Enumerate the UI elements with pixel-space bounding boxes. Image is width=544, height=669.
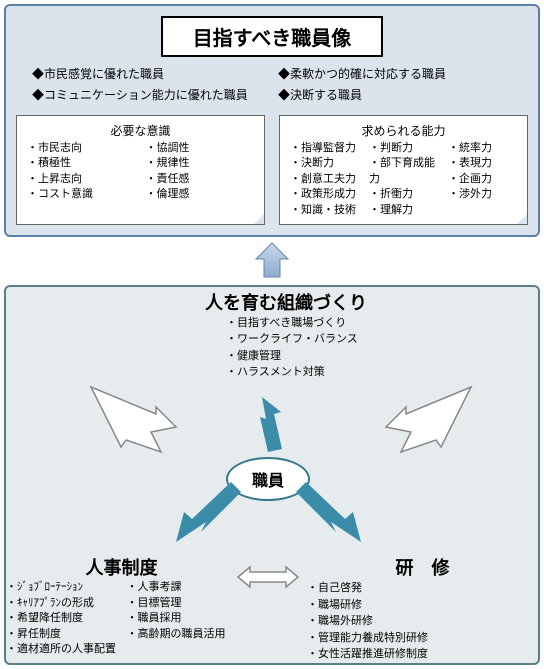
item: ・市民志向 (27, 141, 136, 156)
item: ・女性活躍推進研修制度 (307, 646, 538, 663)
item: ・自己啓発 (307, 580, 538, 597)
main-title: 目指すべき職員像 (193, 28, 352, 50)
ability-box: 求められる能力 ・指導監督力 ・決断力 ・創意工夫力 ・政策形成力 ・知識・技術… (279, 115, 528, 225)
hr-node: 人事制度 ・ｼﾞｮﾌﾞﾛｰﾃｰｼｮﾝ ・ｷｬﾘｱﾌﾟﾗﾝの形成 ・希望降任制度 … (6, 554, 237, 663)
node-title: 研 修 (307, 554, 538, 580)
item: ・ワークライフ・バランス (226, 331, 396, 348)
item: ・管理能力養成特別研修 (307, 630, 538, 647)
node-items: ・自己啓発 ・職場研修 ・職場外研修 ・管理能力養成特別研修 ・女性活躍推進研修… (307, 580, 538, 663)
item: ・指導監督力 (290, 141, 359, 156)
item: ・協調性 (146, 141, 255, 156)
item: ・昇任制度 (6, 627, 117, 642)
item: ・目標管理 (127, 596, 238, 611)
node-items: ・目指すべき職場づくり ・ワークライフ・バランス ・健康管理 ・ハラスメント対策 (176, 315, 396, 381)
item: ・表現力 (448, 156, 517, 171)
bottom-panel: 人を育む組織づくり ・目指すべき職場づくり ・ワークライフ・バランス ・健康管理… (4, 285, 540, 665)
node-title: 人を育む組織づくり (176, 289, 396, 315)
item: ・創意工夫力 (290, 172, 359, 187)
node-title: 人事制度 (6, 554, 237, 580)
item: ・健康管理 (226, 348, 396, 365)
staff-type: ◆決断する職員 (272, 84, 518, 105)
item: ・目指すべき職場づくり (226, 315, 396, 332)
staff-type: ◆コミュニケーション能力に優れた職員 (26, 84, 272, 105)
item: ・判断力 (369, 141, 438, 156)
item: ・知識・技術 (290, 203, 359, 218)
top-panel: 目指すべき職員像 ◆市民感覚に優れた職員 ◆柔軟かつ的確に対応する職員 ◆コミュ… (4, 4, 540, 237)
awareness-box: 必要な意識 ・市民志向 ・積極性 ・上昇志向 ・コスト意識 ・協調性 ・規律性 … (16, 115, 265, 225)
col: ・判断力 ・部下育成能力 ・折衝力 ・理解力 (369, 141, 438, 218)
item: ・規律性 (146, 156, 255, 171)
item: ・適材適所の人事配置 (6, 642, 117, 657)
training-node: 研 修 ・自己啓発 ・職場研修 ・職場外研修 ・管理能力養成特別研修 ・女性活躍… (257, 554, 538, 663)
item: ・職員採用 (127, 611, 238, 626)
sub-boxes-row: 必要な意識 ・市民志向 ・積極性 ・上昇志向 ・コスト意識 ・協調性 ・規律性 … (16, 115, 528, 225)
ellipse-label: 職員 (226, 457, 310, 501)
item: ・部下育成能力 (369, 156, 438, 187)
item: ・渉外力 (448, 187, 517, 202)
staff-ellipse: 職員 (226, 457, 310, 501)
col: ・人事考課 ・目標管理 ・職員採用 ・高齢期の職員活用 (127, 580, 238, 657)
box-title: 必要な意識 (27, 122, 254, 139)
up-arrow-icon (252, 241, 292, 281)
staff-types: ◆市民感覚に優れた職員 ◆柔軟かつ的確に対応する職員 ◆コミュニケーション能力に… (26, 63, 518, 105)
col: ・ｼﾞｮﾌﾞﾛｰﾃｰｼｮﾝ ・ｷｬﾘｱﾌﾟﾗﾝの形成 ・希望降任制度 ・昇任制度… (6, 580, 117, 657)
item: ・責任感 (146, 172, 255, 187)
col: ・指導監督力 ・決断力 ・創意工夫力 ・政策形成力 ・知識・技術 (290, 141, 359, 218)
col: ・協調性 ・規律性 ・責任感 ・倫理感 (146, 141, 255, 203)
item: ・職場外研修 (307, 613, 538, 630)
item: ・政策形成力 (290, 187, 359, 202)
item: ・ハラスメント対策 (226, 364, 396, 381)
staff-type: ◆市民感覚に優れた職員 (26, 63, 272, 84)
org-node: 人を育む組織づくり ・目指すべき職場づくり ・ワークライフ・バランス ・健康管理… (176, 289, 396, 381)
item: ・ｷｬﾘｱﾌﾟﾗﾝの形成 (6, 596, 117, 611)
title-box: 目指すべき職員像 (161, 16, 384, 57)
box-title: 求められる能力 (290, 122, 517, 139)
item: ・ｼﾞｮﾌﾞﾛｰﾃｰｼｮﾝ (6, 580, 117, 595)
item: ・統率力 (448, 141, 517, 156)
col: ・市民志向 ・積極性 ・上昇志向 ・コスト意識 (27, 141, 136, 203)
bottom-row: 人事制度 ・ｼﾞｮﾌﾞﾛｰﾃｰｼｮﾝ ・ｷｬﾘｱﾌﾟﾗﾝの形成 ・希望降任制度 … (6, 554, 538, 663)
item: ・倫理感 (146, 187, 255, 202)
item: ・企画力 (448, 172, 517, 187)
item: ・決断力 (290, 156, 359, 171)
item: ・折衝力 (369, 187, 438, 202)
item: ・人事考課 (127, 580, 238, 595)
item: ・理解力 (369, 203, 438, 218)
up-arrow-container (0, 241, 544, 281)
item: ・希望降任制度 (6, 611, 117, 626)
item: ・積極性 (27, 156, 136, 171)
col: ・統率力 ・表現力 ・企画力 ・渉外力 (448, 141, 517, 218)
staff-type: ◆柔軟かつ的確に対応する職員 (272, 63, 518, 84)
item: ・高齢期の職員活用 (127, 627, 238, 642)
item: ・上昇志向 (27, 172, 136, 187)
item: ・コスト意識 (27, 187, 136, 202)
item: ・職場研修 (307, 597, 538, 614)
